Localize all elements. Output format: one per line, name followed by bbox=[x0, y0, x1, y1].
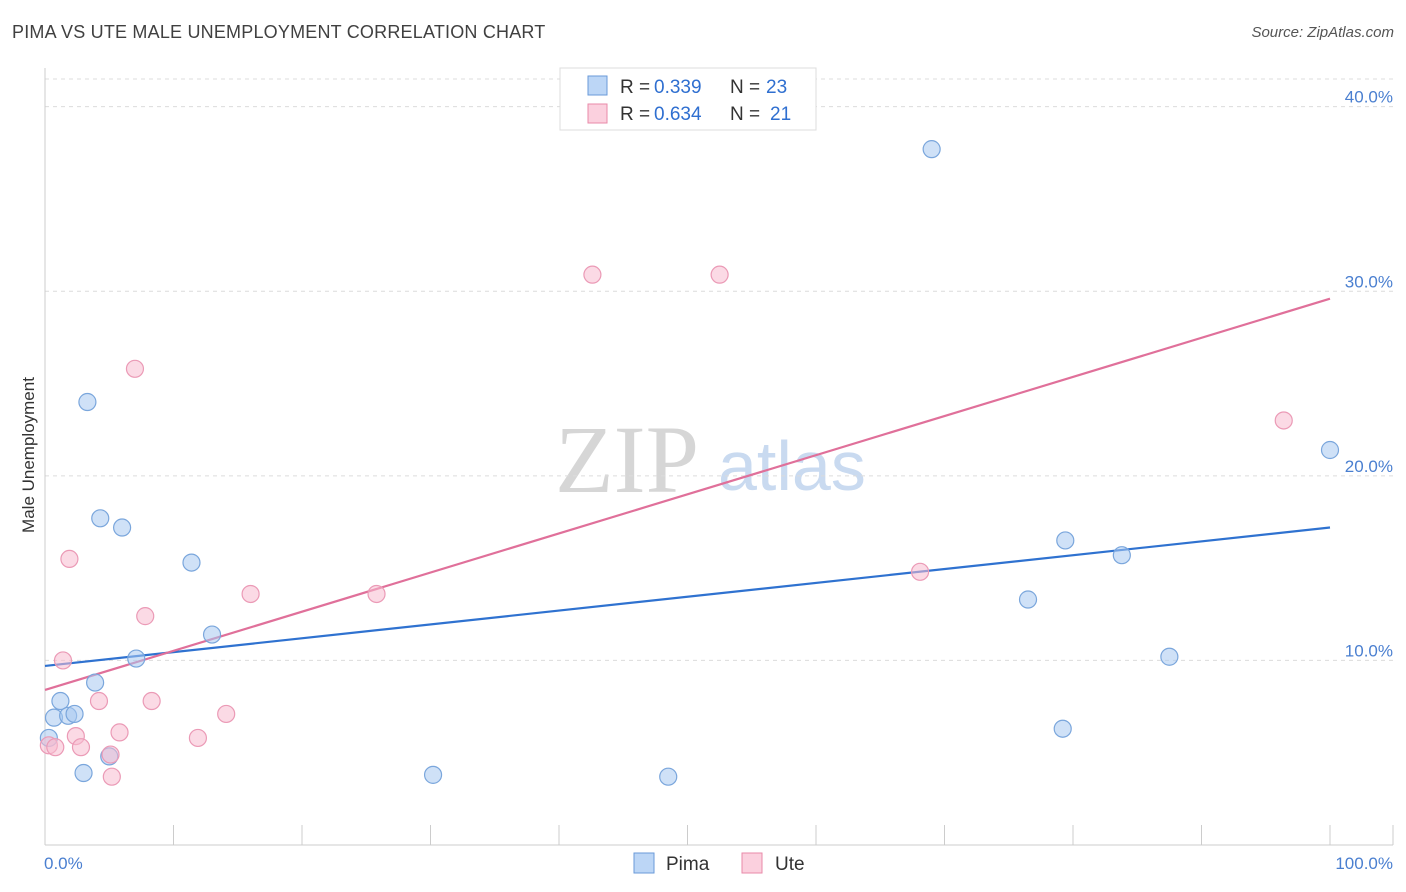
legend-r-value-ute: 0.634 bbox=[654, 104, 702, 125]
legend-n-value-ute: 21 bbox=[770, 104, 791, 125]
data-point-pima bbox=[1053, 719, 1072, 738]
data-point-ute bbox=[142, 691, 161, 711]
data-point-ute bbox=[46, 738, 65, 757]
bottom-legend-label-ute: Ute bbox=[775, 854, 805, 875]
data-point-pima bbox=[1160, 647, 1179, 666]
data-point-pima bbox=[659, 767, 678, 786]
bottom-legend-swatch-ute bbox=[741, 852, 763, 874]
data-point-pima bbox=[112, 518, 132, 537]
trend-line-pima bbox=[44, 526, 1331, 668]
data-point-pima bbox=[423, 765, 443, 784]
legend-r-label-ute: R = bbox=[620, 104, 650, 125]
data-point-ute bbox=[188, 728, 208, 748]
data-point-ute bbox=[217, 704, 236, 724]
y-axis-label: Male Unemployment bbox=[19, 377, 38, 533]
grid-lines bbox=[45, 78, 1393, 661]
data-point-ute bbox=[110, 723, 129, 742]
series-legend: Pima Ute bbox=[633, 852, 805, 875]
data-point-ute bbox=[60, 549, 79, 569]
y-tick-label: 40.0% bbox=[1345, 88, 1393, 107]
data-point-ute bbox=[89, 691, 109, 711]
watermark-zip: ZIP bbox=[555, 406, 699, 513]
data-point-pima bbox=[127, 649, 146, 668]
legend-n-value-pima: 23 bbox=[766, 77, 787, 98]
legend-n-label-pima: N = bbox=[730, 77, 760, 98]
bottom-legend-swatch-pima bbox=[633, 852, 655, 874]
watermark-atlas: atlas bbox=[718, 427, 866, 505]
source-label: Source: ZipAtlas.com bbox=[1251, 24, 1394, 41]
data-point-pima bbox=[202, 625, 222, 644]
chart-title: PIMA VS UTE MALE UNEMPLOYMENT CORRELATIO… bbox=[12, 22, 546, 42]
data-point-ute bbox=[710, 265, 729, 284]
data-point-pima bbox=[78, 392, 97, 412]
data-point-ute bbox=[102, 767, 121, 786]
x-tick-label-max: 100.0% bbox=[1335, 854, 1393, 873]
y-tick-label: 20.0% bbox=[1345, 457, 1393, 476]
y-tick-labels: 10.0% 20.0% 30.0% 40.0% bbox=[1345, 88, 1393, 661]
data-point-pima bbox=[91, 509, 110, 528]
data-point-pima bbox=[65, 704, 84, 724]
data-point-pima bbox=[51, 691, 70, 711]
legend-n-label-ute: N = bbox=[730, 104, 760, 125]
data-points bbox=[39, 140, 1340, 786]
data-point-pima bbox=[86, 673, 105, 692]
legend-swatch-pima bbox=[587, 75, 608, 96]
data-point-ute bbox=[1274, 411, 1293, 430]
x-tick-label-min: 0.0% bbox=[44, 854, 83, 873]
y-tick-label: 30.0% bbox=[1345, 272, 1393, 291]
data-point-pima bbox=[1018, 590, 1038, 609]
data-point-pima bbox=[1056, 531, 1075, 550]
data-point-pima bbox=[1112, 546, 1131, 565]
data-point-ute bbox=[53, 651, 73, 670]
data-point-ute bbox=[367, 584, 386, 604]
correlation-legend: R = 0.339 N = 23 R = 0.634 N = 21 bbox=[559, 67, 817, 131]
data-point-pima bbox=[922, 140, 941, 159]
legend-r-value-pima: 0.339 bbox=[654, 77, 702, 98]
data-point-ute bbox=[101, 745, 120, 764]
data-point-ute bbox=[125, 359, 145, 378]
data-point-pima bbox=[74, 763, 93, 783]
data-point-pima bbox=[182, 553, 201, 572]
data-point-ute bbox=[71, 738, 91, 757]
legend-r-label-pima: R = bbox=[620, 77, 650, 98]
trend-line-ute bbox=[44, 297, 1331, 692]
data-point-pima bbox=[1320, 440, 1340, 460]
bottom-legend-label-pima: Pima bbox=[666, 854, 710, 875]
legend-swatch-ute bbox=[587, 103, 608, 124]
data-point-ute bbox=[241, 584, 260, 604]
trend-lines bbox=[44, 297, 1331, 692]
y-tick-label: 10.0% bbox=[1345, 641, 1393, 660]
data-point-ute bbox=[136, 607, 155, 626]
data-point-ute bbox=[583, 265, 602, 284]
data-point-ute bbox=[910, 562, 930, 581]
axes bbox=[44, 68, 1394, 846]
